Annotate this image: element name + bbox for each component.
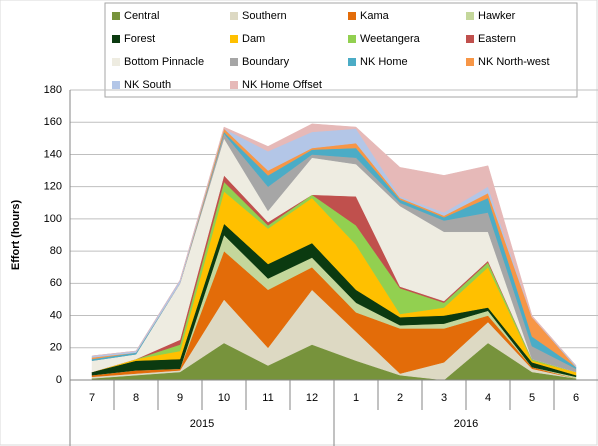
legend-swatch <box>348 12 356 20</box>
legend-swatch <box>466 35 474 43</box>
legend-label: Dam <box>242 33 265 45</box>
x-tick-label: 4 <box>485 392 491 404</box>
legend-swatch <box>112 12 120 20</box>
legend-label: Bottom Pinnacle <box>124 56 204 68</box>
x-tick-label: 8 <box>133 392 139 404</box>
y-tick-label: 80 <box>50 245 62 257</box>
legend-label: Eastern <box>478 33 516 45</box>
x-tick-label: 3 <box>441 392 447 404</box>
x-tick-label: 9 <box>177 392 183 404</box>
legend-label: NK South <box>124 79 171 91</box>
x-tick-label: 7 <box>89 392 95 404</box>
y-axis-label: Effort (hours) <box>10 200 22 271</box>
legend-label: NK North-west <box>478 56 550 68</box>
y-tick-label: 40 <box>50 309 62 321</box>
x-group-label: 2016 <box>454 418 478 430</box>
legend-swatch <box>230 35 238 43</box>
y-tick-label: 100 <box>44 213 62 225</box>
legend-swatch <box>348 58 356 66</box>
legend-label: Forest <box>124 33 155 45</box>
legend-label: NK Home <box>360 56 408 68</box>
x-tick-label: 11 <box>262 392 273 404</box>
legend-swatch <box>348 35 356 43</box>
x-group-label: 2015 <box>190 418 214 430</box>
x-tick-label: 2 <box>397 392 403 404</box>
x-tick-label: 5 <box>529 392 535 404</box>
legend-swatch <box>230 12 238 20</box>
legend-label: Hawker <box>478 10 516 22</box>
y-tick-label: 0 <box>56 374 62 386</box>
x-tick-label: 6 <box>573 392 579 404</box>
legend-swatch <box>112 35 120 43</box>
legend-label: Boundary <box>242 56 290 68</box>
legend-swatch <box>230 81 238 89</box>
legend-label: Southern <box>242 10 287 22</box>
legend-label: Kama <box>360 10 390 22</box>
y-tick-label: 60 <box>50 277 62 289</box>
area <box>91 123 577 366</box>
y-tick-label: 140 <box>44 148 62 160</box>
y-tick-label: 160 <box>44 116 62 128</box>
y-tick-label: 180 <box>44 84 62 96</box>
x-tick-label: 12 <box>306 392 318 404</box>
y-tick-label: 20 <box>50 342 62 354</box>
legend-swatch <box>112 81 120 89</box>
legend-label: NK Home Offset <box>242 79 322 91</box>
legend-swatch <box>466 58 474 66</box>
legend-swatch <box>230 58 238 66</box>
y-tick-label: 120 <box>44 181 62 193</box>
legend-swatch <box>466 12 474 20</box>
x-tick-label: 10 <box>218 392 230 404</box>
x-tick-label: 1 <box>353 392 359 404</box>
legend-label: Weetangera <box>360 33 421 45</box>
legend-swatch <box>112 58 120 66</box>
legend-box <box>104 2 578 98</box>
legend-label: Central <box>124 10 159 22</box>
